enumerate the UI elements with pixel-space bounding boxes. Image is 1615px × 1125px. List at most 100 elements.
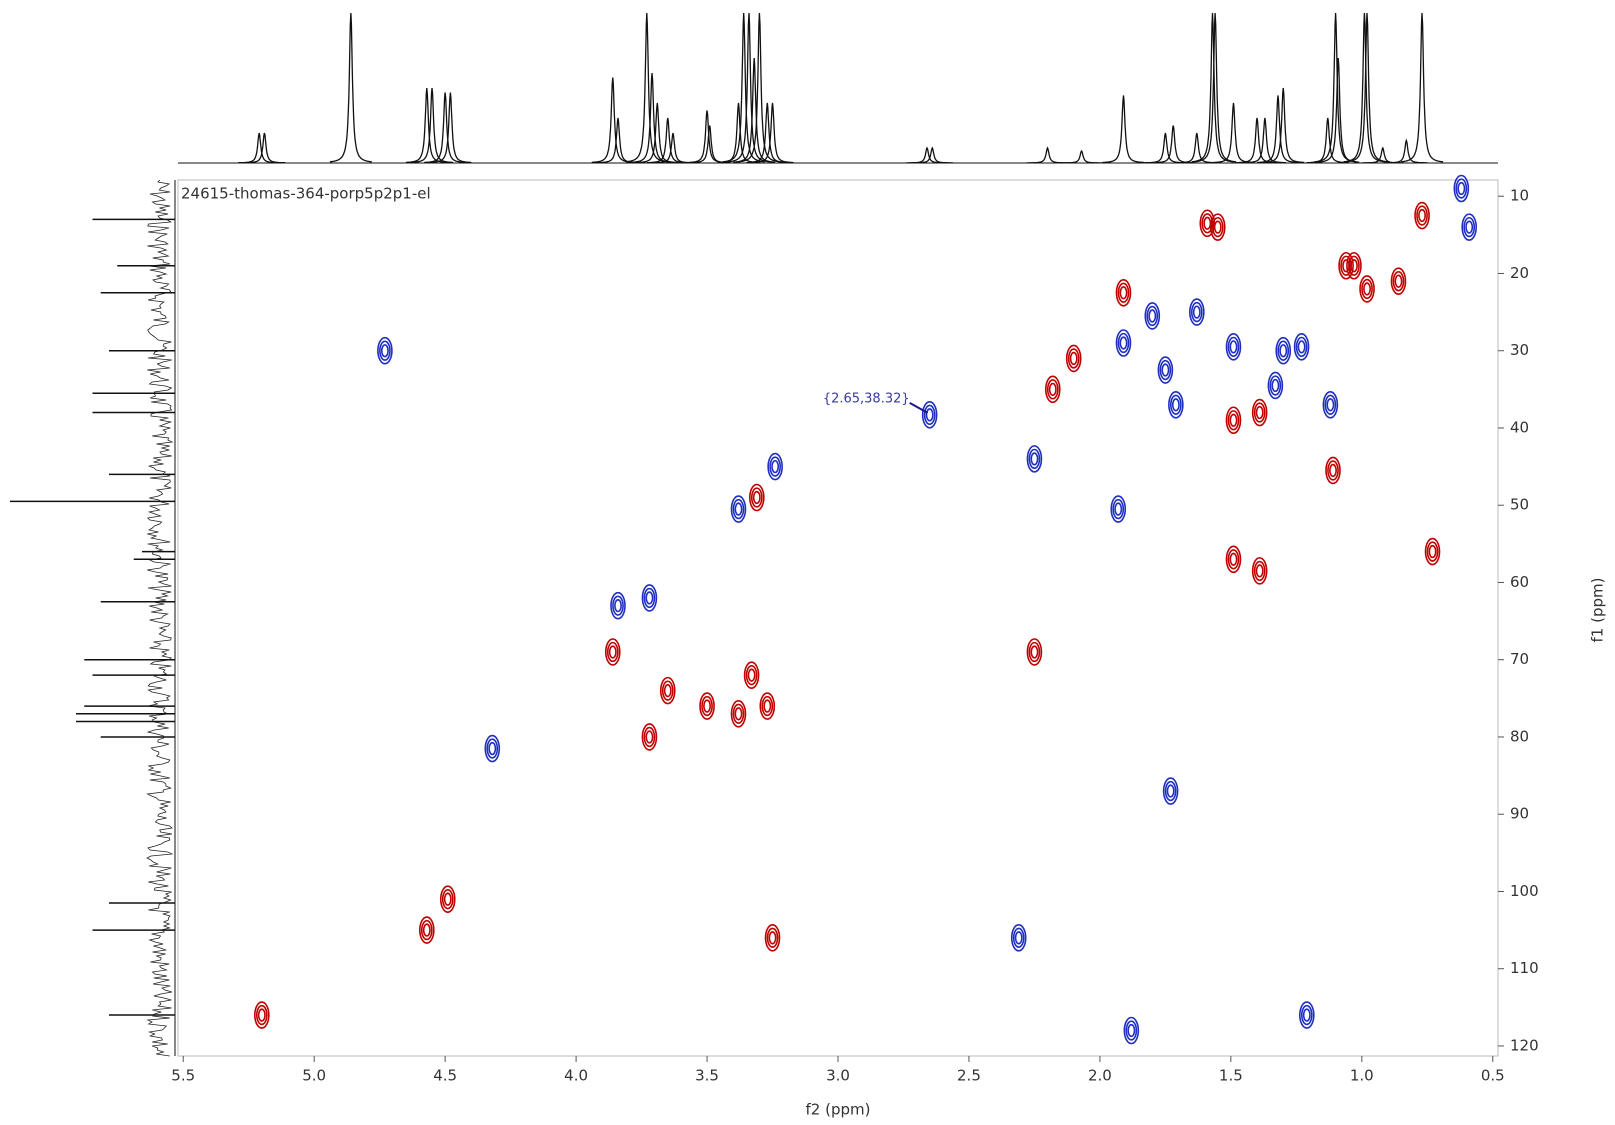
f2-projection-peak (1262, 87, 1305, 164)
f2-projection-peak (686, 110, 728, 164)
contour-ring (1199, 209, 1216, 238)
contour-ring (1329, 463, 1337, 478)
contour-ring (604, 638, 621, 666)
contour-ring (1227, 410, 1240, 431)
contour-ring (1211, 216, 1224, 238)
contour-ring (1030, 645, 1039, 659)
contour-ring (749, 483, 765, 512)
contour-peak (1026, 638, 1043, 666)
contour-ring (1255, 405, 1264, 420)
contour-ring (1028, 641, 1041, 663)
contour-ring (1322, 390, 1339, 419)
contour-ring (1114, 502, 1123, 516)
contour-ring (1127, 1023, 1136, 1038)
f2-projection-peak (329, 12, 372, 163)
x-tick-label: 3.5 (695, 1067, 719, 1085)
contour-ring (1269, 375, 1282, 396)
x-tick-label: 5.5 (171, 1067, 195, 1085)
contour-ring (1253, 402, 1266, 423)
contour-ring (643, 726, 656, 748)
contour-peak (1115, 329, 1132, 357)
contour-ring (1026, 638, 1043, 666)
contour-ring (484, 734, 501, 763)
x-tick-label: 2.0 (1088, 1067, 1112, 1085)
contour-ring (1225, 333, 1242, 361)
contour-ring (643, 587, 656, 609)
f2-projection-peak (1102, 95, 1145, 164)
contour-peak (1424, 537, 1441, 566)
contour-ring (1164, 780, 1177, 802)
f2-projection-peak (1306, 117, 1349, 164)
contour-ring (1190, 301, 1203, 323)
contour-peak (743, 661, 760, 689)
contour-ring (1119, 286, 1128, 300)
plot-frame (177, 179, 1499, 1057)
contour-ring (1115, 278, 1132, 307)
contour-ring (1297, 340, 1306, 354)
contour-peak (921, 401, 938, 429)
contour-ring (1326, 398, 1335, 412)
contour-ring (1302, 1008, 1311, 1022)
f2-projection-peak (1026, 146, 1069, 164)
f2-projection-peak (911, 146, 954, 164)
contour-ring (645, 730, 654, 744)
contour-ring (422, 923, 431, 937)
f2-projection-peak (625, 12, 668, 163)
contour-ring (745, 665, 758, 686)
contour-ring (420, 919, 433, 941)
contour-ring (1424, 537, 1441, 566)
contour-ring (1157, 356, 1174, 384)
contour-ring (1044, 375, 1061, 404)
y-tick-label: 70 (1510, 650, 1529, 668)
contour-peak (641, 584, 658, 612)
contour-peak (1338, 251, 1354, 280)
y-axis-label: f1 (ppm) (1589, 578, 1607, 643)
contour-ring (612, 595, 624, 616)
contour-peak (1157, 356, 1174, 384)
f1-projection-noise (146, 179, 174, 1057)
contour-peak (1115, 278, 1132, 307)
f2-projection-peak (596, 117, 640, 164)
contour-ring (1171, 398, 1180, 412)
contour-ring (1112, 498, 1125, 520)
contour-ring (1253, 560, 1266, 582)
contour-ring (379, 340, 391, 361)
contour-ring (734, 502, 743, 516)
contour-ring (1189, 298, 1205, 326)
contour-ring (1300, 1004, 1313, 1026)
contour-peak (1199, 209, 1216, 238)
contour-peak (1162, 777, 1179, 805)
contour-ring (730, 495, 747, 523)
contour-ring (1144, 302, 1161, 330)
contour-ring (659, 676, 676, 705)
contour-ring (1428, 544, 1437, 559)
contour-peak (1168, 390, 1184, 419)
contour-ring (1390, 267, 1407, 295)
f2-projection-peak (1343, 12, 1386, 163)
f2-projection-peak (243, 132, 286, 164)
contour-ring (1394, 274, 1403, 288)
f2-projection-peak (1194, 12, 1237, 163)
contour-ring (1418, 208, 1426, 223)
contour-ring (1065, 344, 1082, 373)
contour-peak (1144, 302, 1161, 330)
contour-ring (1117, 332, 1130, 354)
x-tick-label: 1.5 (1219, 1067, 1243, 1085)
contour-ring (1225, 545, 1242, 574)
contour-peak (1123, 1016, 1140, 1045)
contour-ring (1251, 557, 1268, 585)
contour-ring (1426, 541, 1439, 562)
contour-ring (1299, 1001, 1315, 1029)
y-tick-label: 20 (1510, 264, 1529, 282)
contour-ring (1159, 359, 1172, 381)
contour-ring (645, 591, 654, 605)
contour-ring (255, 1004, 268, 1026)
contour-ring (1048, 382, 1057, 396)
contour-ring (1325, 456, 1341, 485)
contour-ring (486, 738, 499, 759)
contour-ring (1162, 777, 1179, 805)
contour-ring (257, 1008, 266, 1022)
contour-ring (1229, 340, 1238, 354)
contour-ring (1170, 394, 1182, 415)
contour-peak (419, 916, 435, 944)
